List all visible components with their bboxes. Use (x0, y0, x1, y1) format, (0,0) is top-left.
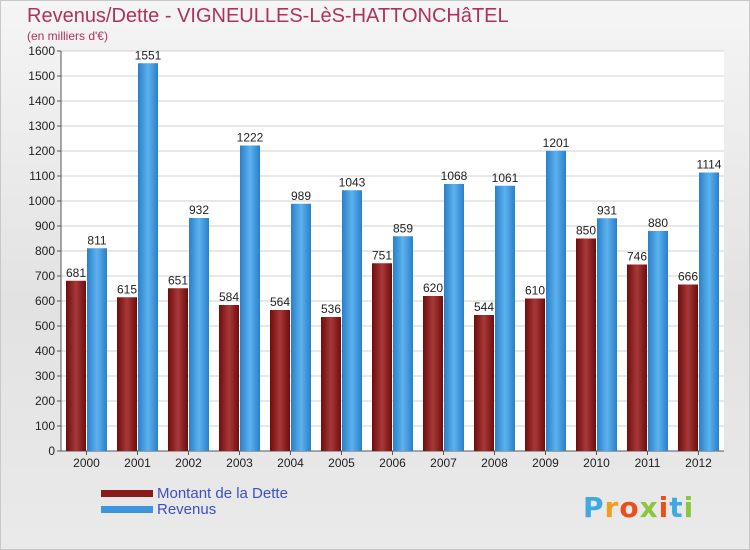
logo-letter: i (658, 491, 670, 524)
y-tick-label: 0 (48, 444, 55, 458)
y-tick-label: 100 (35, 419, 55, 433)
x-tick-label: 2011 (635, 456, 661, 470)
x-tick-label: 2012 (685, 456, 712, 470)
bar-dette-2008 (474, 315, 494, 451)
y-tick-label: 1400 (28, 94, 55, 108)
bar-dette-2001 (117, 297, 137, 451)
data-label-revenus-2003: 1222 (237, 131, 264, 145)
proxiti-logo: Proxiti (583, 491, 694, 524)
bar-revenus-2006 (393, 236, 413, 451)
data-label-dette-2000: 681 (66, 266, 86, 280)
logo-letter: o (619, 491, 640, 524)
data-label-dette-2001: 615 (117, 282, 137, 296)
bar-revenus-2011 (648, 231, 668, 451)
legend-swatch-dette (101, 490, 153, 497)
x-tick-label: 2009 (532, 456, 559, 470)
legend-label-revenus: Revenus (157, 501, 217, 518)
bar-dette-2011 (627, 264, 647, 451)
data-label-revenus-2010: 931 (597, 203, 617, 217)
x-tick-label: 2008 (481, 456, 508, 470)
bar-dette-2006 (372, 263, 392, 451)
legend-swatch-revenus (101, 506, 153, 513)
bar-revenus-2007 (444, 184, 464, 451)
data-label-dette-2007: 620 (423, 281, 443, 295)
logo-letter: r (604, 491, 620, 524)
bar-dette-2009 (525, 298, 545, 451)
x-tick-label: 2007 (430, 456, 457, 470)
data-label-revenus-2005: 1043 (339, 175, 366, 189)
bar-dette-2007 (423, 296, 443, 451)
bar-revenus-2002 (189, 218, 209, 451)
bar-revenus-2009 (546, 150, 566, 451)
data-label-dette-2004: 564 (270, 295, 290, 309)
data-label-dette-2008: 544 (474, 300, 494, 314)
y-tick-label: 300 (35, 369, 55, 383)
data-label-dette-2012: 666 (678, 270, 698, 284)
data-label-revenus-2009: 1201 (543, 136, 570, 150)
x-tick-label: 2004 (277, 456, 304, 470)
data-label-revenus-2008: 1061 (492, 171, 519, 185)
data-label-revenus-2000: 811 (87, 233, 106, 247)
data-label-dette-2005: 536 (321, 302, 341, 316)
data-label-dette-2011: 746 (627, 250, 647, 264)
data-label-dette-2006: 751 (372, 248, 392, 262)
x-tick-label: 2001 (124, 456, 151, 470)
x-tick-label: 2006 (379, 456, 406, 470)
data-label-revenus-2006: 859 (393, 221, 413, 235)
data-label-revenus-2007: 1068 (441, 169, 468, 183)
logo-letter: t (669, 491, 684, 524)
data-label-revenus-2011: 880 (648, 216, 668, 230)
y-tick-label: 1300 (28, 119, 55, 133)
bar-dette-2000 (66, 280, 86, 451)
bar-revenus-2012 (699, 172, 719, 451)
y-tick-label: 1200 (28, 144, 55, 158)
bar-dette-2005 (321, 317, 341, 451)
logo-letter: i (683, 491, 695, 524)
y-tick-label: 1500 (28, 69, 55, 83)
data-label-revenus-2001: 1551 (135, 48, 162, 62)
logo-letter: P (583, 491, 605, 524)
bar-revenus-2003 (240, 145, 260, 451)
logo-letter: x (639, 491, 659, 524)
data-label-dette-2009: 610 (525, 284, 545, 298)
bar-dette-2010 (576, 238, 596, 451)
chart-title: Revenus/Dette - VIGNEULLES-LèS-HATTONCHâ… (27, 5, 509, 27)
y-tick-label: 1100 (29, 169, 55, 183)
bar-revenus-2010 (597, 218, 617, 451)
data-label-revenus-2002: 932 (189, 203, 209, 217)
data-label-revenus-2004: 989 (291, 189, 311, 203)
y-tick-label: 1000 (28, 194, 55, 208)
legend-label-dette: Montant de la Dette (157, 485, 288, 502)
y-tick-label: 500 (35, 319, 55, 333)
x-tick-label: 2000 (73, 456, 100, 470)
y-tick-label: 200 (35, 394, 55, 408)
y-tick-label: 600 (35, 294, 55, 308)
y-tick-label: 700 (35, 269, 55, 283)
chart-subtitle: (en milliers d'€) (27, 29, 108, 43)
data-label-revenus-2012: 1114 (697, 158, 722, 172)
bar-dette-2003 (219, 305, 239, 451)
bar-revenus-2000 (87, 248, 107, 451)
bar-revenus-2008 (495, 185, 515, 451)
bar-revenus-2001 (138, 63, 158, 451)
y-tick-label: 400 (35, 344, 55, 358)
bar-dette-2012 (678, 284, 698, 451)
x-tick-label: 2003 (226, 456, 253, 470)
bar-revenus-2004 (291, 203, 311, 451)
data-label-dette-2002: 651 (168, 273, 188, 287)
y-tick-label: 800 (35, 244, 55, 258)
y-tick-label: 1600 (28, 44, 55, 58)
x-tick-label: 2005 (328, 456, 355, 470)
data-label-dette-2003: 584 (219, 290, 239, 304)
x-tick-label: 2002 (175, 456, 202, 470)
y-tick-label: 900 (35, 219, 55, 233)
bar-dette-2002 (168, 288, 188, 451)
bar-dette-2004 (270, 310, 290, 451)
x-tick-label: 2010 (583, 456, 610, 470)
data-label-dette-2010: 850 (576, 224, 596, 238)
bar-revenus-2005 (342, 190, 362, 451)
